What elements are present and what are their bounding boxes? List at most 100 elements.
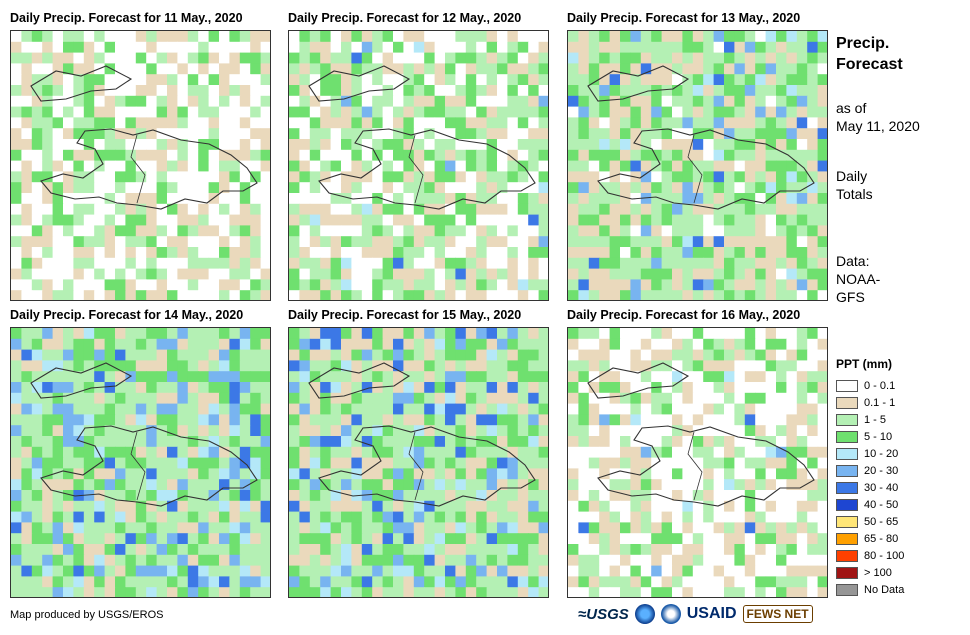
precip-cell	[187, 171, 199, 183]
precip-cell	[341, 533, 352, 545]
precip-cell	[517, 392, 529, 405]
precip-cell	[609, 182, 621, 194]
precip-cell	[786, 85, 798, 97]
precip-cell	[476, 360, 488, 372]
precip-cell	[609, 106, 621, 118]
precip-cell	[661, 31, 673, 43]
precip-cell	[198, 41, 210, 54]
precip-cell	[156, 554, 168, 567]
precip-cell	[744, 360, 756, 372]
legend-label: 40 - 50	[864, 498, 899, 511]
map-panel-6[interactable]	[567, 327, 828, 598]
precip-cell	[135, 490, 147, 502]
precip-cell	[620, 371, 631, 383]
precip-cell	[413, 236, 425, 248]
precip-cell	[167, 203, 178, 216]
precip-cell	[465, 382, 477, 394]
map-panel-1[interactable]	[10, 30, 271, 301]
precip-cell	[445, 382, 456, 394]
precip-cell	[393, 576, 404, 588]
precip-cell	[640, 490, 652, 502]
precip-cell	[73, 360, 85, 372]
precip-cell	[94, 349, 106, 361]
precip-cell	[445, 171, 456, 183]
precip-cell	[229, 414, 241, 426]
precip-cell	[817, 117, 827, 129]
precip-cell	[341, 225, 352, 237]
precip-cell	[104, 436, 116, 448]
precip-cell	[765, 587, 777, 597]
precip-cell	[63, 128, 74, 140]
precip-cell	[73, 382, 85, 394]
precip-cell	[682, 565, 694, 577]
precip-cell	[187, 85, 199, 97]
precip-cell	[568, 500, 579, 513]
precip-cell	[630, 403, 642, 415]
precip-cell	[330, 533, 342, 545]
precip-cell	[776, 500, 787, 513]
precip-cell	[796, 360, 808, 372]
precip-cell	[424, 522, 436, 534]
precip-cell	[289, 41, 300, 54]
precip-cell	[104, 446, 116, 459]
precip-cell	[807, 490, 819, 502]
precip-cell	[413, 511, 425, 523]
precip-cell	[341, 403, 352, 415]
precip-cell	[651, 268, 663, 280]
map-panel-3[interactable]	[567, 30, 828, 301]
precip-cell	[83, 328, 95, 340]
precip-cell	[609, 468, 621, 480]
precip-cell	[260, 139, 270, 151]
precip-cell	[588, 576, 600, 588]
precip-cell	[167, 193, 178, 205]
data-line-1: Data:	[836, 253, 870, 269]
precip-cell	[776, 446, 787, 459]
precip-cell	[807, 565, 819, 577]
precip-cell	[703, 544, 715, 556]
precip-cell	[21, 554, 33, 567]
precip-cell	[372, 74, 384, 86]
precip-cell	[104, 149, 116, 162]
precip-cell	[588, 214, 600, 226]
precip-cell	[672, 403, 683, 415]
map-panel-5[interactable]	[288, 327, 549, 598]
precip-cell	[52, 203, 64, 216]
precip-cell	[413, 576, 425, 588]
precip-cell	[177, 371, 189, 383]
precip-cell	[403, 247, 415, 259]
precip-cell	[21, 360, 33, 372]
precip-cell	[424, 576, 436, 588]
precip-cell	[125, 522, 137, 534]
precip-cell	[42, 522, 54, 534]
precip-cell	[703, 576, 715, 588]
precip-cell	[229, 279, 241, 291]
precip-cell	[341, 128, 352, 140]
precip-cell	[465, 403, 477, 415]
precip-cell	[63, 446, 74, 459]
precip-cell	[156, 511, 168, 523]
precip-cell	[198, 403, 210, 415]
map-panel-2[interactable]	[288, 30, 549, 301]
precip-cell	[497, 139, 508, 151]
precip-cell	[765, 565, 777, 577]
precip-cell	[31, 587, 43, 597]
precip-cell	[786, 392, 798, 405]
precip-cell	[497, 414, 508, 426]
precip-cell	[476, 587, 488, 597]
precip-cell	[434, 247, 446, 259]
precip-cell	[198, 436, 210, 448]
precip-cell	[568, 74, 579, 86]
precip-cell	[630, 446, 642, 459]
precip-cell	[507, 95, 519, 108]
precip-cell	[807, 522, 819, 534]
precip-cell	[208, 117, 220, 129]
map-panel-4[interactable]	[10, 327, 271, 598]
precip-cell	[198, 52, 210, 64]
precip-cell	[599, 349, 611, 361]
precip-cell	[83, 490, 95, 502]
precip-cell	[239, 268, 251, 280]
precip-cell	[393, 414, 404, 426]
precip-cell	[434, 382, 446, 394]
precip-cell	[289, 338, 300, 351]
precip-cell	[187, 95, 199, 108]
